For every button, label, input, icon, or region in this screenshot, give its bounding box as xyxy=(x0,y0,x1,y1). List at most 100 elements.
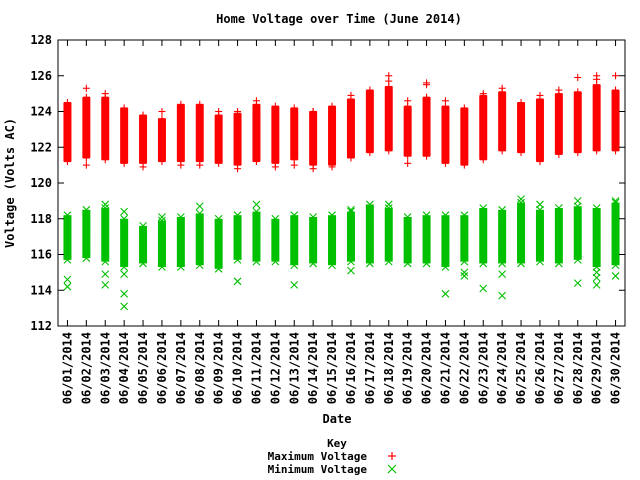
min-marker xyxy=(195,261,204,270)
min-marker xyxy=(158,234,166,242)
min-marker xyxy=(592,215,601,224)
min-marker xyxy=(403,247,412,256)
max-marker xyxy=(555,144,563,152)
max-marker xyxy=(593,111,601,119)
min-marker xyxy=(82,205,91,214)
max-marker xyxy=(82,124,90,132)
min-marker xyxy=(63,233,72,242)
min-marker xyxy=(158,228,166,237)
min-marker xyxy=(384,257,393,266)
min-marker xyxy=(139,228,147,237)
min-marker xyxy=(611,249,620,258)
min-marker xyxy=(309,253,318,262)
max-marker xyxy=(593,129,601,137)
max-marker xyxy=(347,113,355,121)
min-marker xyxy=(573,255,582,264)
min-marker xyxy=(120,220,129,229)
min-marker xyxy=(82,248,91,256)
max-marker xyxy=(423,134,431,142)
max-marker xyxy=(593,135,601,143)
min-marker xyxy=(554,222,563,231)
min-marker xyxy=(365,230,374,238)
x-tick-label: 06/23/2014 xyxy=(476,332,490,404)
max-marker xyxy=(593,141,601,149)
max-outlier xyxy=(101,90,109,98)
plot-area xyxy=(63,72,620,311)
min-marker xyxy=(252,257,261,266)
max-marker xyxy=(498,129,506,137)
min-marker xyxy=(63,228,72,236)
min-marker xyxy=(176,244,185,253)
plot-frame xyxy=(57,39,626,327)
min-marker xyxy=(554,259,563,268)
min-marker xyxy=(120,251,129,259)
min-marker xyxy=(498,217,507,226)
min-outlier xyxy=(63,282,72,291)
max-marker xyxy=(347,154,355,162)
y-tick-label: 126 xyxy=(30,69,52,83)
max-marker xyxy=(385,94,393,102)
max-marker xyxy=(158,121,166,129)
min-marker xyxy=(195,238,204,247)
max-marker xyxy=(574,100,582,108)
min-marker xyxy=(158,251,166,260)
min-outlier xyxy=(63,275,72,284)
min-outlier xyxy=(498,291,507,300)
max-marker xyxy=(158,158,166,166)
min-marker xyxy=(554,210,563,219)
max-marker xyxy=(328,132,336,140)
max-marker xyxy=(309,119,317,127)
min-marker xyxy=(536,223,544,231)
min-marker xyxy=(365,235,374,244)
min-marker xyxy=(479,247,488,256)
x-tick-label: 06/01/2014 xyxy=(60,332,74,404)
x-axis-title: Date xyxy=(323,412,352,426)
min-marker xyxy=(498,241,507,250)
min-marker xyxy=(573,220,582,229)
min-marker xyxy=(63,211,72,220)
min-outlier xyxy=(592,280,601,289)
min-marker xyxy=(536,234,544,243)
min-marker xyxy=(384,216,393,224)
min-marker xyxy=(554,241,563,249)
min-marker xyxy=(347,226,355,235)
min-marker xyxy=(82,242,91,250)
max-marker xyxy=(404,127,412,135)
min-marker xyxy=(347,238,355,247)
max-outlier xyxy=(234,108,242,115)
max-marker xyxy=(158,151,166,159)
min-outlier xyxy=(517,195,525,203)
max-marker xyxy=(517,117,525,125)
min-marker xyxy=(460,257,469,266)
min-marker xyxy=(290,261,299,270)
min-marker xyxy=(403,230,412,239)
max-outlier xyxy=(498,84,506,92)
min-outlier xyxy=(498,270,507,279)
min-marker xyxy=(271,251,280,260)
min-marker xyxy=(422,259,431,268)
min-marker xyxy=(365,212,374,221)
max-marker xyxy=(498,111,506,119)
min-marker xyxy=(422,235,431,244)
max-marker xyxy=(423,93,431,101)
min-marker xyxy=(328,223,336,232)
max-marker xyxy=(120,147,128,155)
max-marker xyxy=(366,86,374,94)
max-marker xyxy=(479,144,487,152)
min-marker xyxy=(365,259,374,268)
min-marker xyxy=(422,253,431,262)
max-marker xyxy=(63,99,71,107)
min-marker xyxy=(347,213,355,222)
max-marker xyxy=(309,137,317,145)
max-marker xyxy=(498,106,506,114)
x-tick-label: 06/03/2014 xyxy=(98,332,112,404)
max-marker xyxy=(612,129,620,137)
max-marker xyxy=(517,149,525,157)
min-marker xyxy=(460,222,469,231)
min-marker xyxy=(422,211,431,220)
min-marker xyxy=(120,245,129,253)
min-marker xyxy=(498,253,507,262)
min-marker xyxy=(176,219,185,228)
x-tick-label: 06/26/2014 xyxy=(533,332,547,404)
min-marker xyxy=(611,227,620,235)
